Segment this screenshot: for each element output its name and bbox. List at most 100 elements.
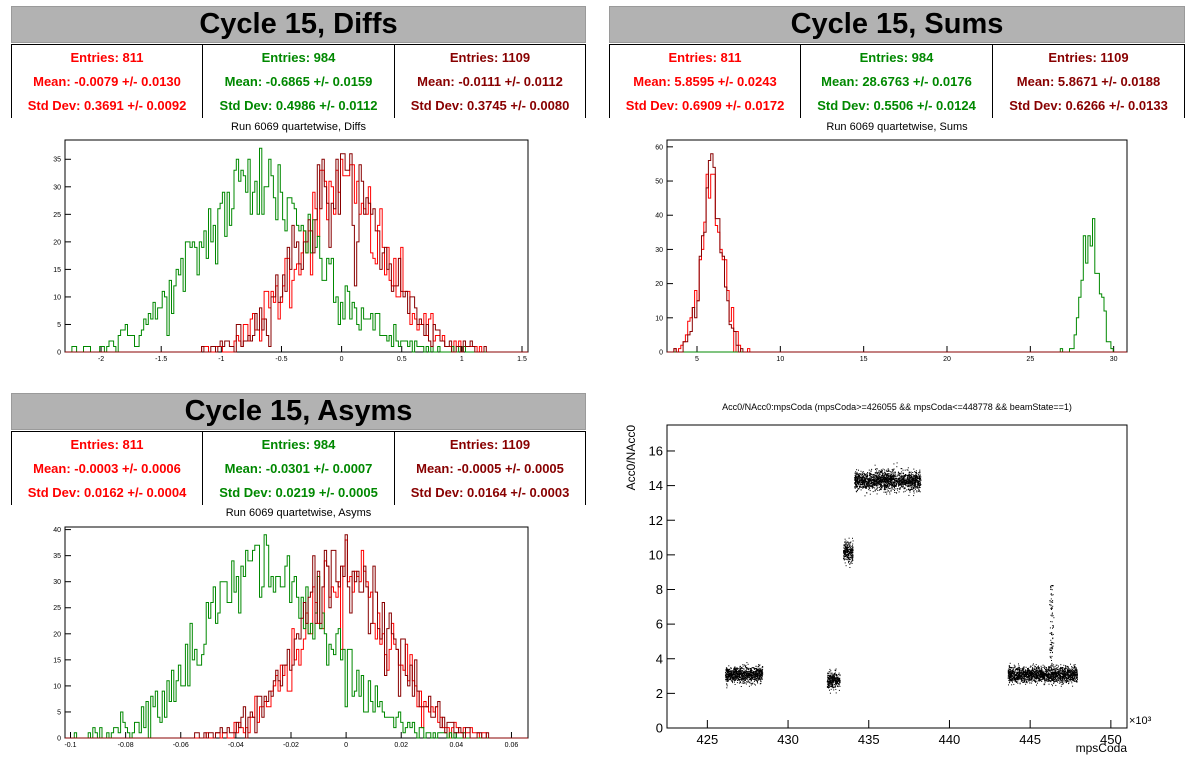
scatter-point (881, 469, 883, 471)
scatter-point (908, 494, 910, 496)
scatter-point (851, 551, 853, 553)
scatter-point (1045, 674, 1047, 676)
scatter-point (896, 474, 898, 476)
scatter-point (1054, 680, 1056, 682)
scatter-point (898, 471, 899, 473)
scatter-point (831, 679, 833, 681)
scatter-point (758, 677, 760, 679)
scatter-point (874, 472, 876, 473)
scatter-point (1043, 666, 1045, 668)
scatter-point (894, 481, 896, 483)
scatter-point (755, 677, 756, 679)
scatter-point (1074, 669, 1076, 671)
scatter-point (750, 672, 752, 673)
scatter-point (738, 675, 740, 677)
scatter-point (911, 475, 912, 477)
scatter-point (755, 665, 757, 667)
scatter-point (857, 473, 859, 475)
scatter-point (870, 479, 872, 481)
scatter-point (1061, 680, 1062, 682)
scatter-point (881, 479, 883, 481)
y-tick-label: 10 (53, 294, 61, 301)
y-tick-label: 30 (53, 184, 61, 191)
scatter-point (1011, 669, 1013, 671)
scatter-point (726, 667, 728, 669)
scatter-point (829, 692, 831, 694)
scatter-point (846, 551, 848, 553)
scatter-point (742, 673, 744, 675)
scatter-point (890, 489, 892, 491)
scatter-point (908, 479, 910, 481)
x-tick-label: -2 (98, 356, 104, 363)
scatter-point (1056, 673, 1058, 674)
scatter-point (734, 670, 736, 672)
scatter-point (901, 478, 903, 480)
scatter-point (905, 482, 906, 483)
scatter-point (1008, 668, 1010, 670)
scatter-point (877, 480, 879, 482)
scatter-point (910, 483, 912, 485)
scatter-point (849, 551, 851, 553)
scatter-point (894, 484, 896, 486)
scatter-point (1071, 675, 1073, 677)
scatter-point (727, 672, 728, 674)
scatter-point (1010, 674, 1012, 676)
scatter-point (1011, 680, 1013, 682)
scatter-point (894, 480, 896, 482)
scatter-point (917, 487, 919, 489)
scatter-point (1027, 670, 1029, 671)
scatter-point (883, 477, 885, 479)
scatter-point (836, 683, 838, 684)
scatter-point (747, 663, 749, 665)
scatter-point (754, 672, 756, 674)
scatter-point (1047, 670, 1049, 672)
scatter-point (835, 682, 837, 684)
scatter-point (1050, 667, 1052, 669)
scatter-point (850, 548, 852, 550)
scatter-point (733, 670, 735, 672)
scatter-point (830, 685, 832, 687)
scatter-point (727, 677, 729, 679)
scatter-point (750, 684, 752, 686)
scatter-point (734, 671, 736, 673)
scatter-point (878, 482, 880, 484)
scatter-point (826, 685, 828, 687)
scatter-point (837, 686, 839, 688)
scatter-point (860, 479, 862, 481)
scatter-point (836, 677, 838, 679)
scatter-point (865, 478, 867, 480)
scatter-point (1048, 675, 1050, 677)
scatter-point (754, 667, 756, 669)
scatter-point (910, 477, 912, 479)
scatter-point (879, 481, 881, 482)
scatter-point (915, 487, 917, 489)
y-tick-label: 15 (53, 657, 61, 664)
scatter-point (847, 546, 849, 548)
scatter-point (856, 481, 858, 483)
scatter-point (886, 469, 888, 471)
scatter-point (745, 674, 747, 675)
scatter-point (882, 480, 884, 482)
scatter-point (760, 678, 762, 680)
scatter-point (846, 557, 848, 558)
scatter-point (750, 679, 751, 680)
scatter-point (839, 685, 841, 687)
scatter-point (1073, 667, 1075, 669)
scatter-point (725, 668, 727, 670)
scatter-point (844, 541, 845, 543)
scatter-point (910, 478, 912, 480)
scatter-point (892, 485, 893, 487)
scatter-point (757, 672, 759, 674)
scatter-point (1037, 676, 1039, 678)
scatter-point (882, 481, 884, 483)
scatter-point (895, 474, 897, 476)
scatter-point (1010, 680, 1012, 682)
scatter-point (754, 678, 756, 680)
scatter-point (738, 674, 740, 676)
scatter-point (873, 487, 875, 489)
scatter-point (741, 675, 743, 677)
scatter-point (887, 474, 889, 476)
scatter-point (745, 664, 747, 666)
scatter-point (1062, 673, 1064, 674)
